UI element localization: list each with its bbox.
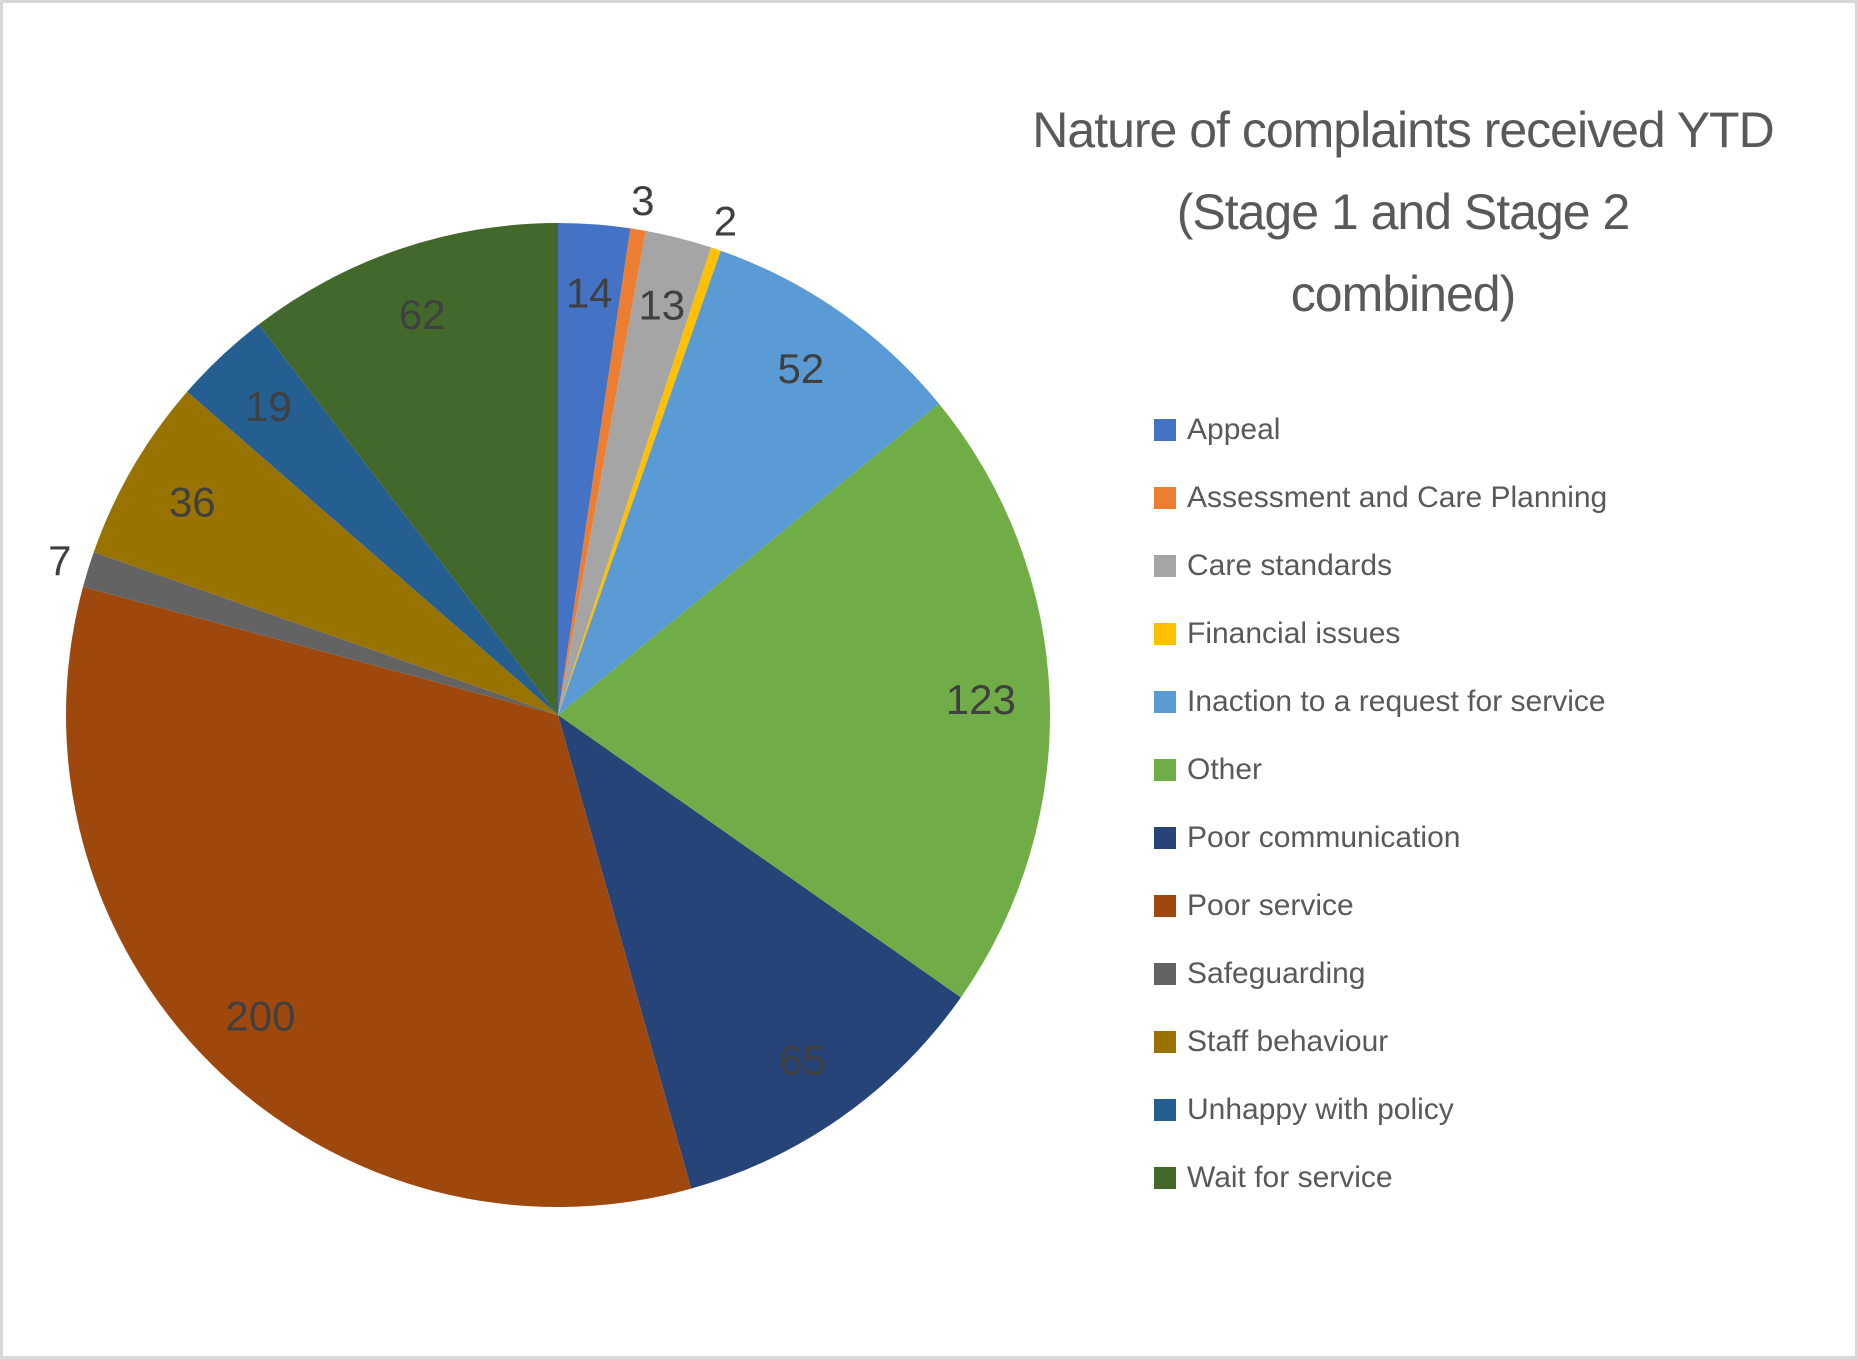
slice-label-unhappy-with-policy: 19 — [245, 383, 292, 430]
slice-label-poor-service: 200 — [225, 992, 295, 1039]
chart-title-line-1: Nature of complaints received YTD — [1032, 102, 1774, 158]
legend-label-unhappy-with-policy: Unhappy with policy — [1187, 1093, 1454, 1126]
legend-swatch-financial-issues — [1154, 623, 1176, 645]
legend-swatch-care-standards — [1154, 555, 1176, 577]
slice-label-poor-communication: 65 — [779, 1037, 826, 1084]
chart-title: Nature of complaints received YTD (Stage… — [933, 89, 1855, 335]
legend-label-appeal: Appeal — [1187, 413, 1281, 446]
legend-item-financial-issues: Financial issues — [1154, 600, 1814, 668]
legend-label-staff-behaviour: Staff behaviour — [1187, 1025, 1389, 1058]
legend-swatch-poor-service — [1154, 895, 1176, 917]
legend-swatch-other — [1154, 759, 1176, 781]
legend-item-wait-for-service: Wait for service — [1154, 1144, 1814, 1212]
legend-swatch-wait-for-service — [1154, 1167, 1176, 1189]
legend-label-other: Other — [1187, 753, 1263, 786]
legend-swatch-appeal — [1154, 419, 1176, 441]
pie-slice-inaction-to-a-request-for-service — [558, 250, 939, 716]
legend-swatch-staff-behaviour — [1154, 1031, 1176, 1053]
pie-slice-financial-issues — [558, 247, 721, 715]
slice-label-financial-issues: 2 — [714, 198, 737, 245]
slice-label-appeal: 14 — [566, 270, 613, 317]
slice-label-assessment-and-care-planning: 3 — [631, 177, 654, 224]
legend-item-other: Other — [1154, 736, 1814, 804]
chart-legend: Appeal Assessment and Care Planning Care s… — [1154, 396, 1814, 1212]
pie-slice-staff-behaviour — [93, 391, 558, 715]
legend-label-wait-for-service: Wait for service — [1187, 1161, 1393, 1194]
legend-swatch-inaction-to-a-request-for-service — [1154, 691, 1176, 713]
legend-label-poor-communication: Poor communication — [1187, 821, 1461, 854]
pie-slice-poor-communication — [558, 715, 961, 1189]
pie-slice-other — [558, 403, 1051, 998]
legend-item-care-standards: Care standards — [1154, 532, 1814, 600]
legend-item-assessment-and-care-planning: Assessment and Care Planning — [1154, 464, 1814, 532]
legend-label-care-standards: Care standards — [1187, 549, 1393, 582]
slice-label-other: 123 — [946, 676, 1016, 723]
legend-item-poor-communication: Poor communication — [1154, 804, 1814, 872]
legend-item-unhappy-with-policy: Unhappy with policy — [1154, 1076, 1814, 1144]
legend-swatch-assessment-and-care-planning — [1154, 487, 1176, 509]
pie-slice-assessment-and-care-planning — [558, 228, 646, 715]
legend-item-inaction-to-a-request-for-service: Inaction to a request for service — [1154, 668, 1814, 736]
legend-item-safeguarding: Safeguarding — [1154, 940, 1814, 1008]
pie-slice-appeal — [558, 223, 631, 715]
pie-chart: 14 3 13 2 52 123 65 200 7 36 19 62 — [48, 177, 1051, 1207]
legend-label-safeguarding: Safeguarding — [1187, 957, 1366, 990]
pie-slice-safeguarding — [82, 552, 559, 715]
slice-label-wait-for-service: 62 — [399, 291, 446, 338]
pie-slice-unhappy-with-policy — [187, 324, 558, 715]
slice-label-care-standards: 13 — [638, 281, 685, 328]
pie-slice-care-standards — [558, 230, 712, 715]
slice-label-staff-behaviour: 36 — [169, 479, 216, 526]
chart-title-line-3: combined) — [1290, 266, 1516, 322]
legend-item-poor-service: Poor service — [1154, 872, 1814, 940]
legend-swatch-unhappy-with-policy — [1154, 1099, 1176, 1121]
legend-swatch-safeguarding — [1154, 963, 1176, 985]
legend-label-assessment-and-care-planning: Assessment and Care Planning — [1187, 481, 1608, 514]
legend-label-poor-service: Poor service — [1187, 889, 1354, 922]
legend-item-appeal: Appeal — [1154, 396, 1814, 464]
pie-slice-poor-service — [66, 586, 692, 1207]
slice-label-safeguarding: 7 — [48, 537, 71, 584]
legend-label-financial-issues: Financial issues — [1187, 617, 1401, 650]
chart-title-line-2: (Stage 1 and Stage 2 — [1176, 184, 1631, 240]
legend-label-inaction-to-a-request-for-service: Inaction to a request for service — [1187, 685, 1606, 718]
legend-item-staff-behaviour: Staff behaviour — [1154, 1008, 1814, 1076]
legend-swatch-poor-communication — [1154, 827, 1176, 849]
pie-slice-wait-for-service — [258, 223, 558, 715]
slice-label-inaction-to-a-request-for-service: 52 — [778, 345, 825, 392]
